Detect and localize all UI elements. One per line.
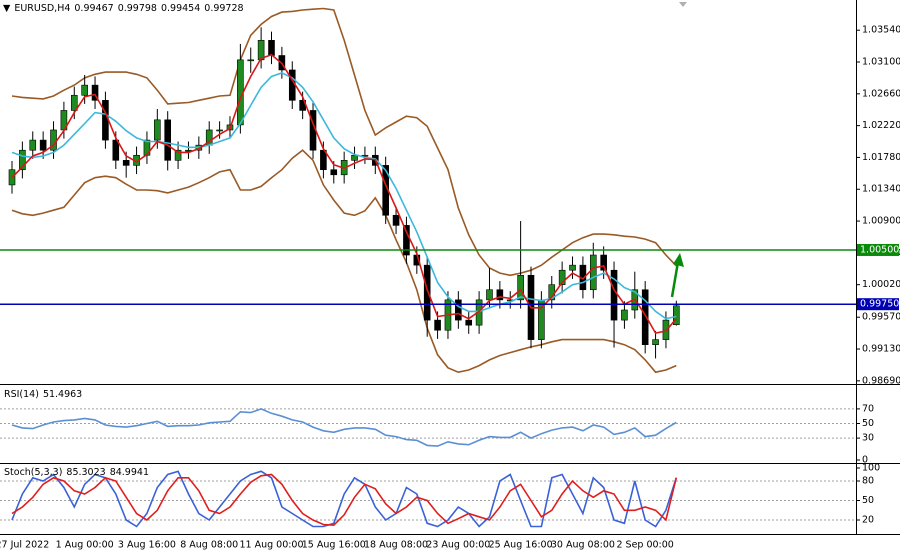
candle-body: [455, 299, 462, 321]
candle-body: [122, 160, 130, 166]
candle-body: [70, 94, 78, 111]
candle-body: [589, 254, 597, 291]
candle-body: [558, 269, 566, 285]
candle-body: [81, 84, 88, 96]
indicator-line: [11, 53, 677, 335]
menu-icon: ▼: [3, 3, 11, 14]
x-tick-label: 27 Jul 2022: [0, 540, 49, 551]
stoch-header: Stoch(5,3,3) 85.3023 84.9941: [4, 467, 149, 478]
candle-body: [569, 264, 576, 271]
indicator-line: [11, 72, 677, 320]
candle-body: [268, 40, 275, 56]
candle-body: [486, 289, 493, 301]
rsi-header: RSI(14) 51.4963: [4, 389, 82, 400]
candle-body: [621, 309, 628, 321]
y-tick-label: 100: [862, 463, 880, 474]
y-tick-label: 1.02220: [862, 120, 900, 131]
rsi-value: 51.4963: [43, 389, 82, 400]
candle-body: [403, 225, 410, 256]
y-tick-label: 1.00900: [862, 216, 900, 227]
candle-body: [330, 169, 338, 176]
y-tick-label: 1.01780: [862, 152, 900, 163]
candle-body: [600, 254, 607, 271]
candle-body: [91, 84, 99, 101]
candle-body: [351, 154, 358, 161]
price-tag: [857, 298, 899, 311]
candle-body: [392, 214, 400, 226]
x-tick-label: 15 Aug 16:00: [302, 540, 366, 551]
y-tick-label: 0: [862, 455, 868, 466]
candle-body: [29, 139, 37, 151]
y-tick-label: 1.00020: [862, 279, 900, 290]
x-tick-label: 23 Aug 00:00: [426, 540, 490, 551]
candle-body: [247, 59, 255, 62]
candle-body: [434, 319, 441, 331]
x-tick-label: 30 Aug 08:00: [551, 540, 615, 551]
candle-body: [465, 319, 473, 326]
symbol-title: EURUSD,H4: [14, 3, 70, 14]
indicator-line: [11, 408, 677, 447]
ohlc-low: 0.99454: [161, 3, 200, 14]
shift-marker: [679, 2, 687, 7]
candle-body: [102, 100, 109, 141]
stoch-title: Stoch(5,3,3): [4, 467, 62, 478]
y-tick-label: 50: [862, 495, 874, 506]
indicator-line: [11, 7, 677, 277]
y-tick-label: 1.02660: [862, 88, 900, 99]
stoch-main-value: 85.3023: [66, 467, 105, 478]
price-tag: [857, 243, 899, 256]
x-tick-label: 18 Aug 08:00: [364, 540, 428, 551]
candle-body: [112, 139, 120, 161]
plot-layer: [0, 7, 856, 528]
y-tick-label: 80: [862, 476, 874, 487]
indicator-line: [11, 473, 678, 527]
candle-body: [216, 129, 223, 132]
y-tick-label: 0.99570: [862, 312, 900, 323]
y-tick-label: 50: [862, 418, 874, 429]
price-tag-label: 0.99750: [860, 299, 899, 310]
up-arrow-head: [673, 253, 684, 267]
candle-body: [652, 339, 659, 345]
y-tick-label: 1.03540: [862, 25, 900, 36]
rsi-title: RSI(14): [4, 389, 39, 400]
candle-body: [673, 305, 680, 325]
candle-body: [154, 119, 161, 141]
x-tick-label: 8 Aug 08:00: [180, 540, 238, 551]
ohlc-close: 0.99728: [204, 3, 243, 14]
indicator-line: [11, 470, 678, 528]
y-tick-label: 0.98690: [862, 375, 900, 386]
y-tick-label: 20: [862, 515, 874, 526]
x-tick-label: 25 Aug 16:00: [489, 540, 553, 551]
y-tick-label: 70: [862, 403, 874, 414]
indicator-line: [11, 149, 677, 374]
candle-body: [496, 289, 504, 301]
up-arrow: [670, 261, 680, 298]
x-tick-label: 2 Sep 00:00: [616, 540, 673, 551]
main-header: ▼ EURUSD,H4 0.99467 0.99798 0.99454 0.99728: [3, 3, 244, 14]
candle-body: [164, 119, 171, 161]
y-tick-label: 1.03100: [862, 57, 900, 68]
candle-body: [475, 299, 483, 326]
ohlc-open: 0.99467: [74, 3, 113, 14]
candle-body: [174, 149, 182, 161]
candle-body: [641, 289, 649, 345]
candle-body: [39, 139, 47, 151]
y-tick-label: 0.99130: [862, 344, 900, 355]
x-tick-label: 11 Aug 00:00: [239, 540, 303, 551]
y-tick-label: 30: [862, 433, 874, 444]
candle-body: [288, 69, 296, 101]
candle-body: [423, 264, 431, 321]
x-tick-label: 3 Aug 16:00: [118, 540, 176, 551]
y-tick-label: 1.01340: [862, 184, 900, 195]
x-tick-label: 1 Aug 00:00: [56, 540, 114, 551]
candle-body: [19, 149, 26, 171]
candle-body: [517, 274, 524, 301]
stoch-signal-value: 84.9941: [110, 467, 149, 478]
price-tag-label: 1.00500: [860, 244, 899, 255]
ohlc-high: 0.99798: [118, 3, 157, 14]
